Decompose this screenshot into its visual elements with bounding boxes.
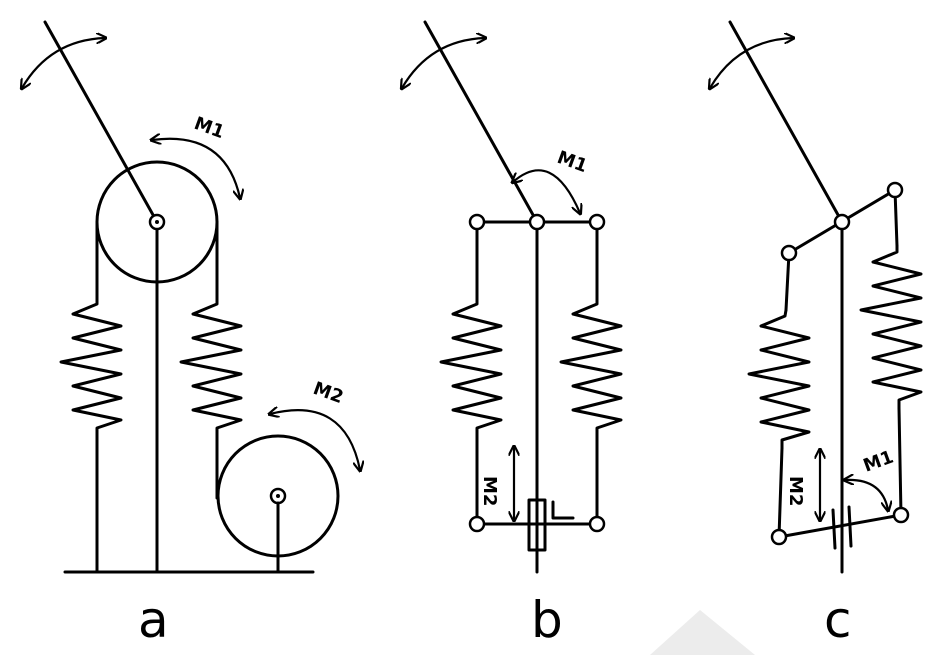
spring-right <box>179 296 243 438</box>
pivot-joint <box>770 528 788 546</box>
spring-right <box>859 244 923 410</box>
leg-shaft <box>423 20 539 224</box>
spring-left <box>439 296 503 438</box>
panel-caption: b <box>531 591 563 649</box>
label-m2: M2 <box>785 476 806 506</box>
label-m1: M1 <box>554 147 590 177</box>
label-m2: M2 <box>479 476 500 506</box>
swing-arrow-icon <box>402 38 485 88</box>
label-m2: M2 <box>310 378 346 408</box>
spring-right <box>559 296 623 438</box>
watermark <box>650 610 755 655</box>
bottom-bar <box>777 513 903 539</box>
pivot-joint <box>528 213 546 231</box>
panel-c: M1 M2 c <box>710 20 923 649</box>
pivot-joint <box>886 181 904 199</box>
panel-caption: c <box>824 591 852 649</box>
label-m1: M1 <box>861 447 897 477</box>
label-m1: M1 <box>191 113 227 143</box>
pivot-joint <box>468 213 486 231</box>
stop-bracket-icon <box>551 500 575 520</box>
pivot-joint <box>588 515 606 533</box>
spring-left <box>747 308 811 450</box>
swing-arrow-icon <box>22 38 105 88</box>
moment-arrow-m1-icon <box>513 169 580 213</box>
slider-block <box>831 505 853 550</box>
moment-arrow-m1-icon <box>845 480 888 510</box>
spring-left <box>59 296 123 438</box>
swing-arrow-icon <box>710 38 793 88</box>
moment-arrow-m2-icon <box>270 410 360 470</box>
pivot-joint <box>468 515 486 533</box>
pivot-joint <box>833 213 851 231</box>
pivot-joint <box>780 244 798 262</box>
panel-b: M1 M2 b <box>402 20 623 649</box>
panel-a: M1 M2 a <box>22 20 360 649</box>
panel-caption: a <box>138 591 169 649</box>
leg-shaft <box>43 20 159 224</box>
moment-arrow-m1-icon <box>152 139 240 198</box>
pivot-joint <box>588 213 606 231</box>
pivot-joint <box>892 506 910 524</box>
leg-shaft <box>728 20 844 224</box>
